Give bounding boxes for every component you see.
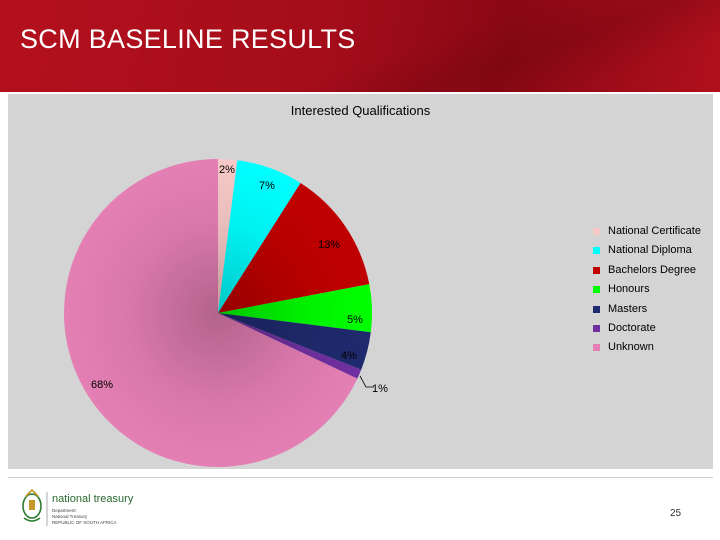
leader-line-doctorate (359, 375, 374, 388)
data-label-honours: 5% (347, 314, 363, 326)
page-number: 25 (670, 508, 682, 519)
legend-swatch (593, 305, 600, 313)
legend-swatch (593, 247, 600, 255)
data-label-national-diploma: 7% (259, 180, 275, 192)
legend-swatch (593, 325, 600, 332)
coat-of-arms-icon: national treasury Department: National T… (22, 488, 134, 526)
legend-item-honours: Honours (593, 283, 720, 301)
data-label-bachelors-degree: 13% (318, 239, 340, 251)
legend-label: National Diploma (608, 244, 692, 257)
legend-item-national-diploma: National Diploma (593, 244, 720, 262)
legend-label: Unknown (608, 341, 654, 354)
data-label-masters: 4% (341, 350, 357, 362)
legend-label: National Certificate (608, 225, 701, 237)
logo-line1: Department: (52, 508, 77, 513)
logo-name: national treasury (52, 493, 134, 505)
footer-divider (8, 477, 713, 478)
chart-area: Interested Qualifications 2% 7% 13% 5% 4% 1% 6… (8, 94, 713, 469)
slide-title: SCM BASELINE RESULTS (20, 24, 356, 54)
chart-title: Interested Qualifications (290, 103, 431, 118)
pie-shading (64, 159, 372, 467)
legend-label: Masters (608, 302, 648, 315)
legend-item-bachelors-degree: Bachelors Degree (593, 264, 720, 282)
pie-chart: 2% 7% 13% 5% 4% 1% 68% (63, 159, 388, 467)
logo-line2: National Treasury (52, 514, 88, 519)
title-banner: SCM BASELINE RESULTS (0, 0, 720, 92)
legend-label: Bachelors Degree (608, 263, 697, 276)
banner-decoration (0, 0, 720, 92)
national-treasury-logo: national treasury Department: National T… (18, 486, 158, 530)
data-label-doctorate: 1% (372, 383, 388, 395)
legend-item-unknown: Unknown (593, 341, 720, 359)
legend-label: Honours (608, 283, 650, 296)
legend-swatch (593, 266, 600, 274)
legend-swatch (593, 344, 600, 352)
logo-line3: REPUBLIC OF SOUTH AFRICA (52, 520, 117, 525)
legend-item-doctorate: Doctorate (593, 322, 720, 340)
legend-item-masters: Masters (593, 303, 720, 321)
legend-swatch (593, 228, 600, 235)
data-label-national-certificate: 2% (219, 164, 235, 176)
legend-item-national-certificate: National Certificate (593, 225, 720, 243)
legend-label: Doctorate (608, 322, 656, 334)
legend-swatch (593, 286, 600, 294)
data-label-unknown: 68% (91, 379, 113, 391)
